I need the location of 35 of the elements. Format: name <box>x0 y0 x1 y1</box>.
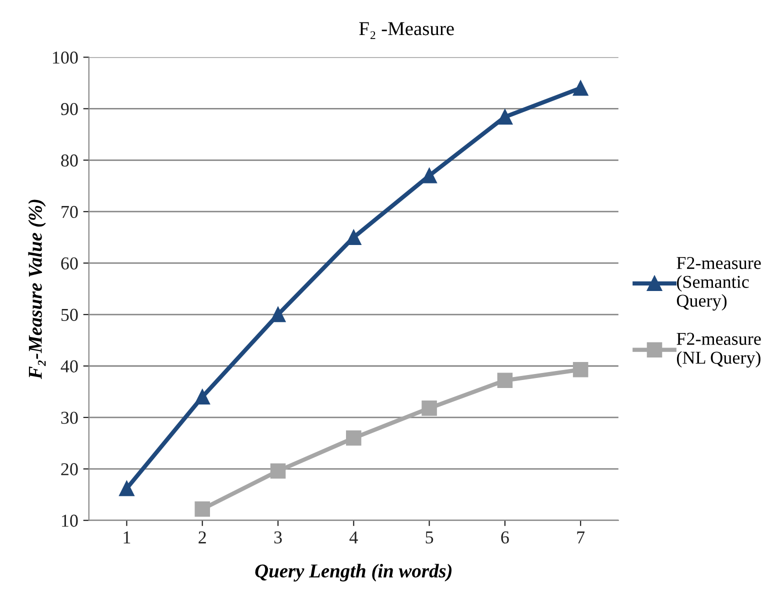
y-tick-label: 100 <box>52 51 78 64</box>
y-tick-label: 30 <box>61 412 78 424</box>
point <box>194 389 210 405</box>
y-axis-title: F₂-Measure Value (%) <box>28 200 46 380</box>
y-tick-label: 20 <box>61 463 78 476</box>
chart-title: F₂ -Measure <box>359 22 454 39</box>
x-tick-label: 7 <box>577 532 585 544</box>
x-tick-label: 6 <box>501 531 509 544</box>
y-tick-label: 80 <box>61 154 78 167</box>
y-tick-label: 70 <box>62 206 78 218</box>
point <box>422 400 437 416</box>
x-tick-label: 3 <box>274 531 282 544</box>
point <box>422 168 437 184</box>
x-tick-label: 1 <box>124 531 130 544</box>
y-tick-label: 60 <box>61 257 78 270</box>
point <box>497 372 513 388</box>
y-tick-label: 10 <box>62 514 78 527</box>
x-tick-label: 2 <box>198 531 206 544</box>
legend-label: F2-measure (NL Query) <box>676 332 761 368</box>
point <box>572 80 588 96</box>
point <box>119 480 134 496</box>
point <box>346 230 362 245</box>
point <box>572 362 588 378</box>
y-tick-label: 40 <box>60 360 78 372</box>
y-tick-label: 50 <box>61 308 78 321</box>
point <box>194 501 210 517</box>
y-tick-label: 90 <box>61 102 78 116</box>
point <box>497 109 513 125</box>
x-axis-title: Query Length (in words) <box>255 564 452 582</box>
point <box>270 306 286 322</box>
x-tick-label: 4 <box>349 531 358 544</box>
x-tick-label: 5 <box>426 532 434 544</box>
point <box>270 463 286 479</box>
point <box>346 430 362 446</box>
legend-label: F2-measure (Semantic Query) <box>676 256 761 311</box>
